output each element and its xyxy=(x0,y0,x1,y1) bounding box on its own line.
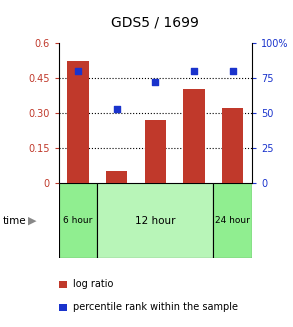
Point xyxy=(114,106,119,111)
Bar xyxy=(175,183,213,229)
Text: GSM432: GSM432 xyxy=(228,187,237,225)
Bar xyxy=(59,183,97,229)
Text: 24 hour: 24 hour xyxy=(215,216,250,225)
Bar xyxy=(106,171,127,183)
Bar xyxy=(145,120,166,183)
Bar xyxy=(97,183,136,229)
Text: GSM431: GSM431 xyxy=(190,187,198,225)
Text: log ratio: log ratio xyxy=(73,280,114,289)
Bar xyxy=(222,108,243,183)
Text: GDS5 / 1699: GDS5 / 1699 xyxy=(111,15,199,29)
Text: GSM425: GSM425 xyxy=(112,187,121,225)
Bar xyxy=(213,183,252,258)
Text: 12 hour: 12 hour xyxy=(135,216,176,226)
Bar xyxy=(97,183,213,258)
Text: GSM426: GSM426 xyxy=(151,187,160,225)
Bar xyxy=(183,89,205,183)
Bar xyxy=(59,183,97,258)
Point xyxy=(76,68,80,73)
Text: time: time xyxy=(3,216,27,226)
Point xyxy=(153,79,158,84)
Text: ▶: ▶ xyxy=(28,216,37,226)
Text: percentile rank within the sample: percentile rank within the sample xyxy=(73,302,238,312)
Bar xyxy=(213,183,252,229)
Bar xyxy=(136,183,175,229)
Bar xyxy=(67,61,88,183)
Text: 6 hour: 6 hour xyxy=(63,216,93,225)
Text: GSM424: GSM424 xyxy=(74,187,82,225)
Point xyxy=(230,68,235,73)
Point xyxy=(192,68,196,73)
